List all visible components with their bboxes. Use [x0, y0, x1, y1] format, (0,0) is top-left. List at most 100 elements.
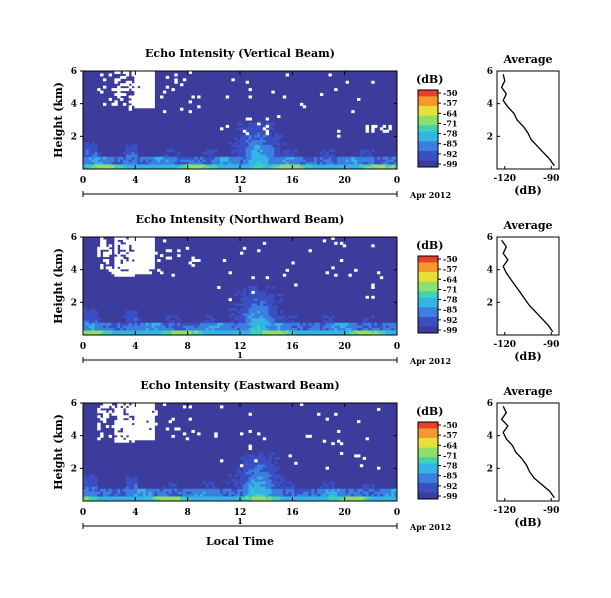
heatmap-cell: [114, 496, 118, 499]
heatmap-cell: [157, 325, 161, 329]
heatmap-cell: [331, 156, 335, 160]
heatmap-cell: [83, 491, 87, 495]
heatmap-cell: [191, 493, 195, 497]
missing-cell: [140, 249, 144, 253]
heatmap-cell: [237, 322, 241, 326]
heatmap-cell: [251, 295, 255, 299]
missing-cell: [151, 417, 155, 421]
heatmap-cell: [322, 488, 327, 492]
heatmap-cell: [254, 330, 258, 333]
heatmap-cell: [157, 327, 161, 331]
missing-cell: [122, 427, 127, 431]
heatmap-cell: [242, 310, 247, 314]
missing-cell: [117, 405, 121, 409]
missing-cell: [334, 273, 338, 277]
heatmap-cell: [85, 317, 90, 321]
heatmap-cell: [262, 151, 267, 155]
missing-cell: [142, 93, 147, 96]
missing-cell: [294, 461, 298, 465]
heatmap-cell: [259, 310, 264, 314]
heatmap-cell: [85, 491, 90, 495]
heatmap-cell: [182, 161, 187, 165]
missing-cell: [128, 251, 133, 255]
heatmap-cell: [285, 486, 289, 490]
missing-cell: [151, 239, 155, 243]
heatmap-cell: [85, 481, 90, 485]
missing-cell: [111, 102, 115, 106]
colorbar-step: [418, 307, 438, 312]
heatmap-cell: [248, 312, 252, 316]
heatmap-cell: [122, 327, 127, 331]
heatmap-cell: [271, 330, 275, 333]
missing-cell: [308, 249, 312, 253]
missing-cell: [117, 271, 121, 275]
heatmap-cell: [371, 332, 375, 336]
x-tick-label: 8: [185, 176, 191, 186]
missing-cell: [114, 78, 118, 82]
heatmap-cell: [265, 149, 269, 153]
colorbar-label: -64: [443, 108, 458, 118]
missing-cell: [120, 244, 124, 248]
heatmap-cell: [311, 491, 315, 495]
missing-cell: [117, 71, 121, 74]
heatmap-cell: [265, 469, 269, 472]
missing-cell: [191, 256, 195, 260]
heatmap-cell: [268, 142, 272, 145]
heatmap-cell: [282, 320, 287, 324]
heatmap-cell: [188, 491, 192, 495]
missing-cell: [140, 259, 144, 262]
heatmap-cell: [374, 493, 378, 497]
heatmap-cell: [354, 164, 358, 167]
heatmap-cell: [368, 498, 372, 502]
heatmap-cell: [274, 481, 278, 485]
heatmap-cell: [271, 483, 275, 487]
heatmap-cell: [142, 493, 147, 497]
heatmap-cell: [251, 493, 255, 497]
missing-cell: [125, 83, 130, 87]
heatmap-cell: [237, 491, 241, 495]
heatmap-cell: [288, 315, 292, 319]
heatmap-cell: [377, 159, 381, 163]
heatmap-cell: [142, 159, 147, 163]
heatmap-cell: [237, 330, 241, 333]
heatmap-cell: [240, 298, 244, 302]
heatmap-cell: [128, 151, 132, 155]
heatmap-cell: [191, 166, 195, 170]
heatmap-cell: [265, 305, 269, 309]
heatmap-cell: [177, 498, 181, 502]
heatmap-cell: [328, 491, 332, 495]
heatmap-cell: [382, 498, 386, 502]
heatmap-cell: [254, 293, 258, 297]
heatmap-cell: [125, 310, 130, 314]
heatmap-cell: [148, 166, 152, 170]
heatmap-cell: [182, 496, 187, 499]
missing-cell: [357, 97, 361, 101]
missing-cell: [145, 237, 150, 240]
missing-cell: [131, 73, 135, 77]
heatmap-cell: [268, 486, 272, 490]
heatmap-cell: [254, 122, 258, 126]
missing-cell: [140, 102, 144, 106]
heatmap-cell: [279, 327, 284, 331]
colorbar-frame: [417, 89, 439, 168]
heatmap-cell: [165, 488, 170, 492]
heatmap-cell: [94, 164, 98, 167]
heatmap-cell: [365, 488, 369, 492]
missing-cell: [140, 80, 144, 84]
heatmap-cell: [245, 481, 249, 485]
heatmap-cell: [259, 300, 264, 304]
heatmap-cell: [254, 486, 258, 490]
missing-cell: [117, 437, 121, 441]
missing-cell: [371, 124, 375, 128]
missing-cell: [100, 90, 104, 94]
heatmap-cell: [237, 151, 241, 155]
heatmap-cell: [288, 156, 292, 160]
heatmap-cell: [259, 298, 264, 302]
heatmap-cell: [214, 327, 218, 331]
heatmap-cell: [134, 310, 138, 314]
heatmap-cell: [379, 322, 384, 326]
heatmap-cell: [114, 164, 118, 167]
heatmap-cell: [268, 459, 272, 463]
heatmap-cell: [251, 456, 255, 460]
missing-cell: [137, 237, 141, 240]
